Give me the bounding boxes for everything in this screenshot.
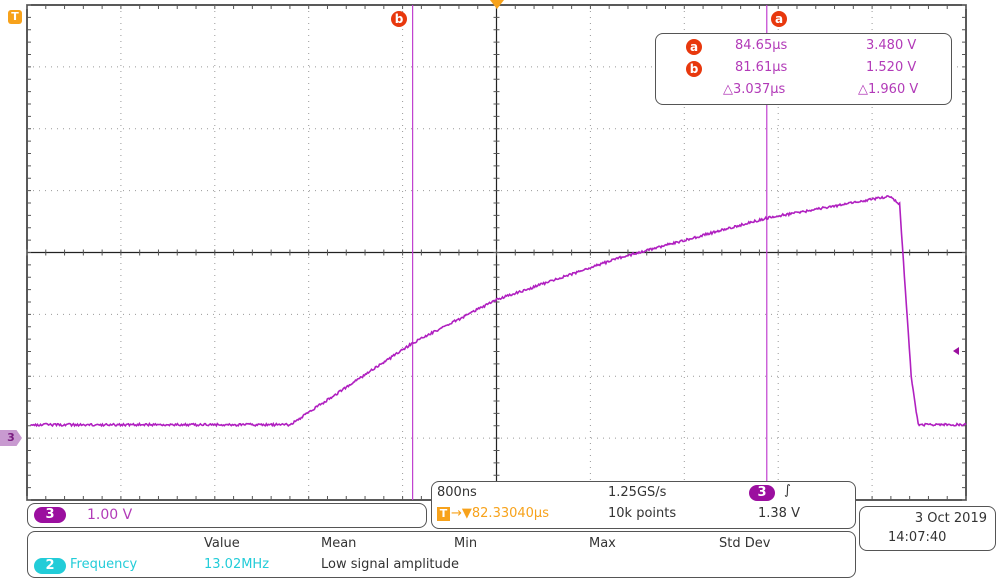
time: 14:07:40: [888, 530, 946, 545]
header-std-dev: Std Dev: [719, 536, 770, 551]
cursor-delta-voltage: △1.960 V: [858, 82, 918, 97]
cursor-b-time: 81.61µs: [735, 60, 787, 75]
record-length: 10k points: [608, 506, 676, 521]
measurement-name[interactable]: Frequency: [70, 557, 137, 572]
trigger-level: 1.38 V: [758, 506, 800, 521]
sample-rate: 1.25GS/s: [608, 485, 666, 500]
datetime-panel: 3 Oct 2019 14:07:40: [859, 506, 996, 551]
cursor-b-marker[interactable]: b: [391, 11, 407, 27]
rising-edge-icon: ∫: [784, 483, 791, 498]
trigger-source-badge: 3: [749, 485, 775, 501]
date: 3 Oct 2019: [915, 511, 987, 526]
timebase-panel[interactable]: 800ns 1.25GS/s 3 ∫ T →▼82.33040µs 10k po…: [431, 481, 856, 529]
trigger-position-icon: T: [8, 10, 22, 24]
trigger-time-marker-icon: [490, 0, 504, 9]
cursor-b-badge: b: [686, 61, 702, 77]
measurement-status: Low signal amplitude: [321, 557, 459, 572]
trigger-delay: →▼82.33040µs: [451, 506, 549, 521]
cursor-a-voltage: 3.480 V: [866, 38, 916, 53]
header-value: Value: [204, 536, 240, 551]
channel-3-volts-per-div: 1.00 V: [87, 507, 132, 523]
cursor-readout-panel: a 84.65µs 3.480 V b 81.61µs 1.520 V △3.0…: [655, 33, 952, 105]
cursor-a-marker[interactable]: a: [771, 11, 787, 27]
header-max: Max: [589, 536, 616, 551]
measurement-panel: Value Mean Min Max Std Dev 2 Frequency 1…: [27, 531, 856, 578]
channel-3-scale-panel[interactable]: 3 1.00 V: [27, 503, 427, 528]
time-per-div: 800ns: [437, 485, 477, 500]
measurement-value: 13.02MHz: [204, 557, 269, 572]
header-mean: Mean: [321, 536, 356, 551]
cursor-a-badge: a: [686, 39, 702, 55]
header-min: Min: [454, 536, 477, 551]
trigger-icon: T: [437, 507, 450, 521]
trigger-level-marker-icon: [953, 347, 959, 355]
channel-3-badge: 3: [34, 507, 66, 523]
cursor-a-time: 84.65µs: [735, 38, 787, 53]
cursor-delta-time: △3.037µs: [723, 82, 785, 97]
cursor-b-voltage: 1.520 V: [866, 60, 916, 75]
measurement-source-badge: 2: [34, 558, 66, 574]
